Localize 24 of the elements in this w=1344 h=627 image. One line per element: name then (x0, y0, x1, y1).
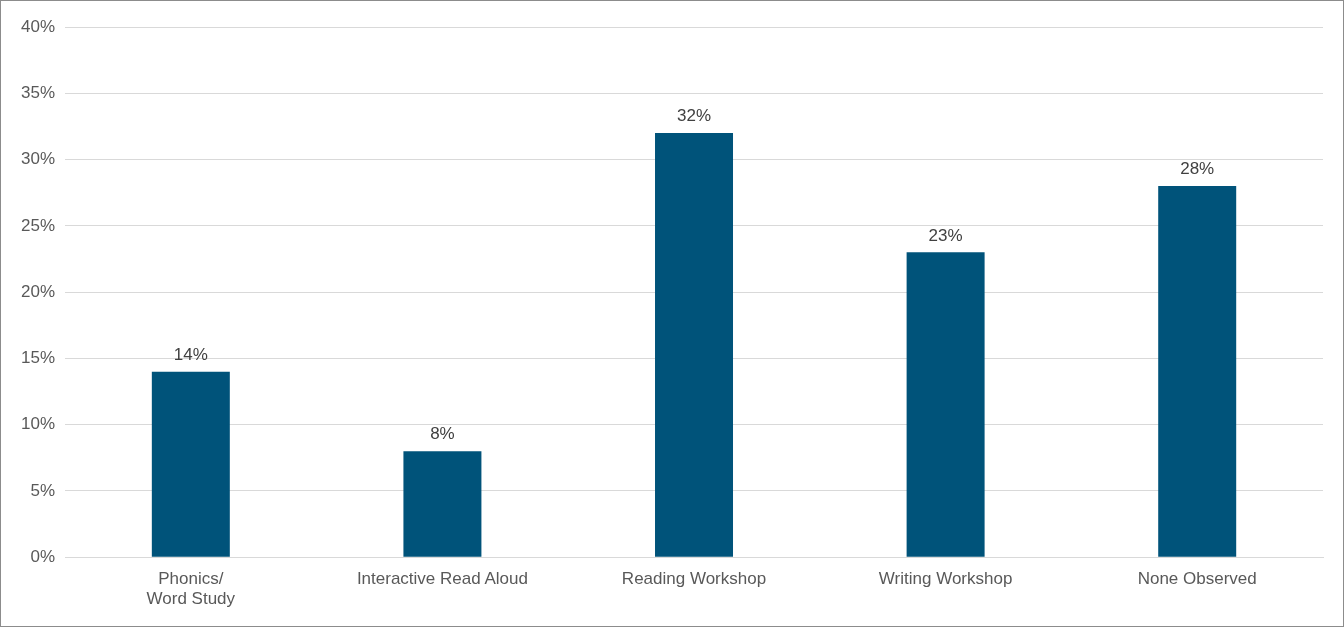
y-tick-label: 25% (20, 215, 56, 235)
x-tick-label: Phonics/ Word Study (146, 569, 236, 609)
data-label: 28% (1180, 159, 1215, 179)
x-tick-label: Reading Workshop (621, 569, 767, 589)
x-tick-label: Interactive Read Aloud (356, 569, 528, 589)
data-label: 14% (173, 344, 208, 364)
bar (403, 451, 482, 557)
data-label: 23% (928, 225, 963, 245)
bar (151, 371, 230, 557)
x-tick-label: Writing Workshop (878, 569, 1013, 589)
y-tick-label: 35% (20, 82, 56, 102)
x-tick-label: None Observed (1137, 569, 1257, 589)
y-tick-label: 40% (20, 16, 56, 36)
y-tick-label: 30% (20, 149, 56, 169)
bar (655, 133, 734, 557)
data-label: 32% (677, 106, 712, 126)
y-tick-label: 15% (20, 348, 56, 368)
bar (906, 252, 985, 557)
y-tick-label: 20% (20, 281, 56, 301)
bar (1158, 186, 1237, 557)
y-tick-label: 10% (20, 414, 56, 434)
data-label: 8% (430, 424, 455, 444)
y-tick-label: 5% (30, 480, 56, 500)
y-tick-label: 0% (30, 546, 56, 566)
